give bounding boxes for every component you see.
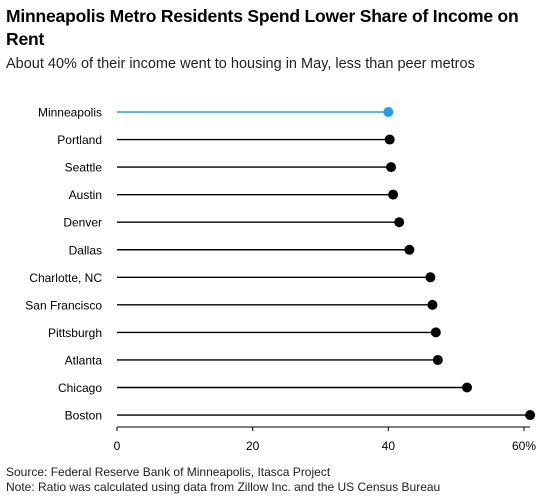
lollipop-dot: [430, 327, 441, 338]
lollipop-dot: [525, 410, 536, 421]
category-label: Seattle: [65, 161, 103, 175]
category-label: Atlanta: [65, 353, 103, 367]
lollipop-dot: [388, 189, 399, 200]
category-label: San Francisco: [25, 298, 102, 312]
x-tick-label: 0: [114, 439, 121, 453]
category-label: Charlotte, NC: [29, 271, 102, 285]
category-label: Pittsburgh: [48, 326, 102, 340]
footer: Source: Federal Reserve Bank of Minneapo…: [6, 465, 440, 495]
lollipop-dot: [432, 354, 443, 365]
lollipop-dot: [425, 272, 436, 283]
category-label: Austin: [69, 188, 102, 202]
lollipop-dot: [383, 107, 394, 117]
lollipop-dot: [384, 134, 395, 145]
lollipop-dot: [462, 382, 473, 393]
category-label: Dallas: [69, 243, 102, 257]
category-label: Minneapolis: [38, 106, 102, 120]
lollipop-dot: [404, 244, 415, 255]
source-note: Source: Federal Reserve Bank of Minneapo…: [6, 465, 331, 479]
x-tick-label: 60%: [512, 439, 536, 453]
lollipop-dot: [386, 162, 397, 173]
category-label: Denver: [63, 216, 102, 230]
lollipop-chart: Minneapolis Portland Seattle Austin Denver Da…: [25, 106, 536, 454]
lollipop-dot: [427, 299, 438, 310]
method-note: Note: Ratio was calculated using data fr…: [6, 480, 441, 494]
chart-subtitle: About 40% of their income went to housin…: [6, 56, 475, 72]
category-label: Boston: [65, 409, 102, 423]
category-label: Chicago: [58, 381, 102, 395]
chart-title: Minneapolis Metro Residents Spend Lower …: [6, 6, 519, 49]
x-tick-label: 40: [382, 439, 396, 453]
x-tick-label: 20: [246, 439, 260, 453]
lollipop-dot: [394, 217, 405, 228]
category-label: Portland: [57, 133, 102, 147]
